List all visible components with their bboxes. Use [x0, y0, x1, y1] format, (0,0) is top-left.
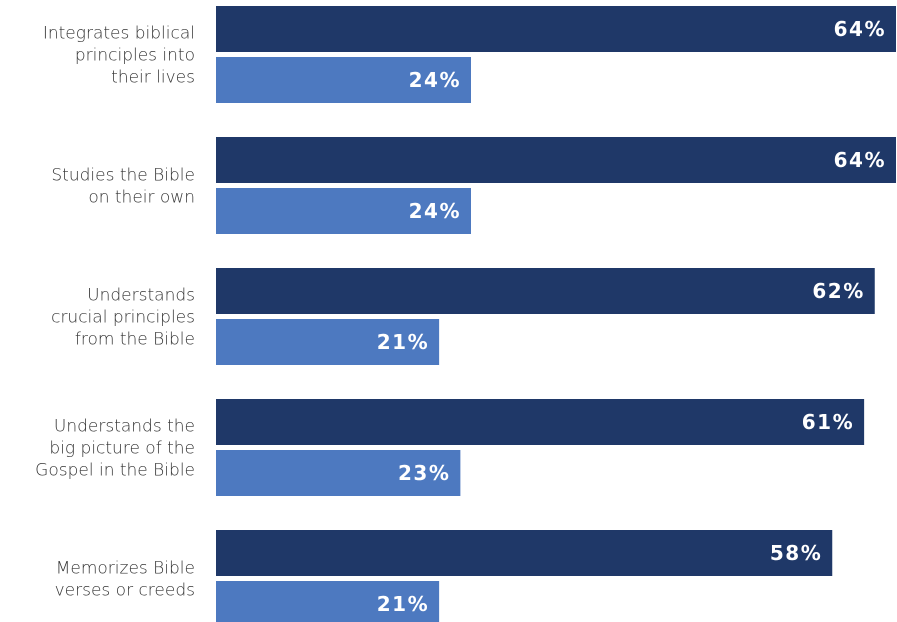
category-label-line: Studies the Bible — [51, 166, 195, 186]
category-label-line: from the Bible — [75, 330, 195, 350]
bar-light-3 — [216, 450, 461, 496]
category-label-line: verses or creeds — [55, 581, 195, 601]
bar-light-1 — [216, 188, 471, 234]
value-label-light-2: 21% — [377, 330, 429, 354]
category-label-line: Gospel in the Bible — [35, 461, 195, 481]
value-label-dark-0: 64% — [834, 17, 886, 41]
bar-light-2 — [216, 319, 440, 365]
value-label-light-3: 23% — [398, 461, 450, 485]
category-label-line: Understands the — [54, 417, 195, 437]
category-label-line: principles into — [75, 46, 195, 66]
category-label-1: Studies the Bible on their own — [51, 166, 195, 208]
value-label-dark-3: 61% — [802, 410, 854, 434]
bar-dark-2 — [216, 268, 875, 314]
bar-light-4 — [216, 581, 440, 622]
category-label-line: Memorizes Bible — [56, 559, 195, 579]
category-label-line: their lives — [111, 68, 195, 88]
category-label-0: Integrates biblical principles into their … — [43, 24, 195, 88]
bar-dark-1 — [216, 137, 896, 183]
value-label-dark-1: 64% — [834, 148, 886, 172]
value-label-dark-4: 58% — [770, 541, 822, 565]
category-label-2: Understands crucial principles from the Bi… — [51, 286, 195, 350]
bar-dark-4 — [216, 530, 833, 576]
bar-light-0 — [216, 57, 471, 103]
category-label-4: Memorizes Bible verses or creeds — [55, 559, 195, 601]
value-label-light-0: 24% — [409, 68, 461, 92]
value-label-light-1: 24% — [409, 199, 461, 223]
category-label-line: crucial principles — [51, 308, 195, 328]
value-label-dark-2: 62% — [812, 279, 864, 303]
category-label-line: on their own — [88, 188, 195, 208]
category-label-line: big picture of the — [49, 439, 195, 459]
value-label-light-4: 21% — [377, 592, 429, 616]
category-label-3: Understands the big picture of the Gospel … — [35, 417, 195, 481]
bar-dark-3 — [216, 399, 865, 445]
bar-dark-0 — [216, 6, 896, 52]
category-label-line: Understands — [87, 286, 195, 306]
category-label-line: Integrates biblical — [43, 24, 195, 44]
